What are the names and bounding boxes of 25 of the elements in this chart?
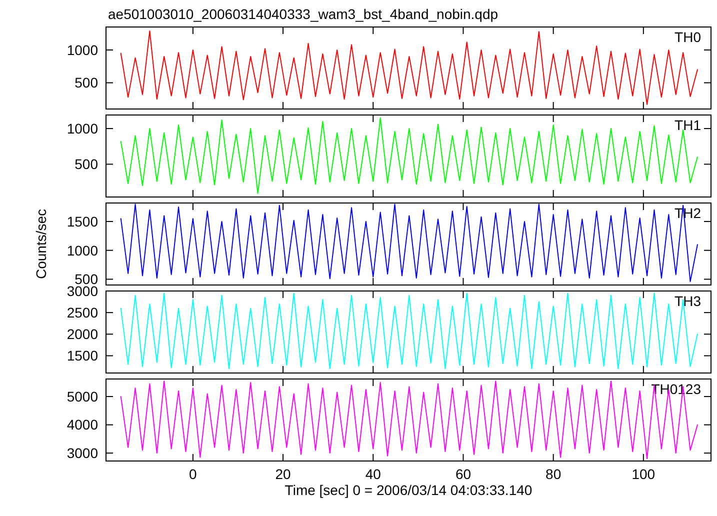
y-tick-label: 1500 [66, 348, 98, 364]
series-label: TH3 [674, 293, 702, 309]
y-axis-title: Counts/sec [33, 208, 49, 280]
y-tick-label: 3000 [66, 444, 98, 461]
x-tick-label: 40 [365, 466, 382, 482]
y-tick-label: 2000 [66, 326, 98, 342]
y-tick-label: 500 [74, 74, 98, 91]
x-tick-label: 60 [455, 466, 472, 482]
series-label: TH1 [674, 117, 702, 133]
y-tick-label: 4000 [66, 416, 98, 433]
series-label: TH0 [674, 29, 702, 45]
y-tick-label: 2500 [66, 304, 98, 320]
y-tick-label: 500 [74, 156, 98, 172]
chart-title: ae501003010_20060314040333_wam3_bst_4band_nobin.qdp [108, 6, 498, 22]
y-tick-label: 5000 [66, 388, 98, 404]
y-tick-label: 500 [74, 271, 98, 288]
x-tick-label: 20 [275, 466, 292, 482]
y-tick-label: 1000 [66, 242, 98, 258]
y-tick-label: 1500 [66, 213, 98, 230]
x-tick-label: 0 [189, 466, 198, 482]
x-axis-title: Time [sec] 0 = 2006/03/14 04:03:33.140 [284, 482, 532, 498]
y-tick-label: 1000 [66, 120, 98, 136]
y-tick-label: 1000 [66, 42, 98, 58]
x-tick-label: 80 [546, 466, 562, 482]
x-tick-label: 100 [632, 466, 656, 482]
